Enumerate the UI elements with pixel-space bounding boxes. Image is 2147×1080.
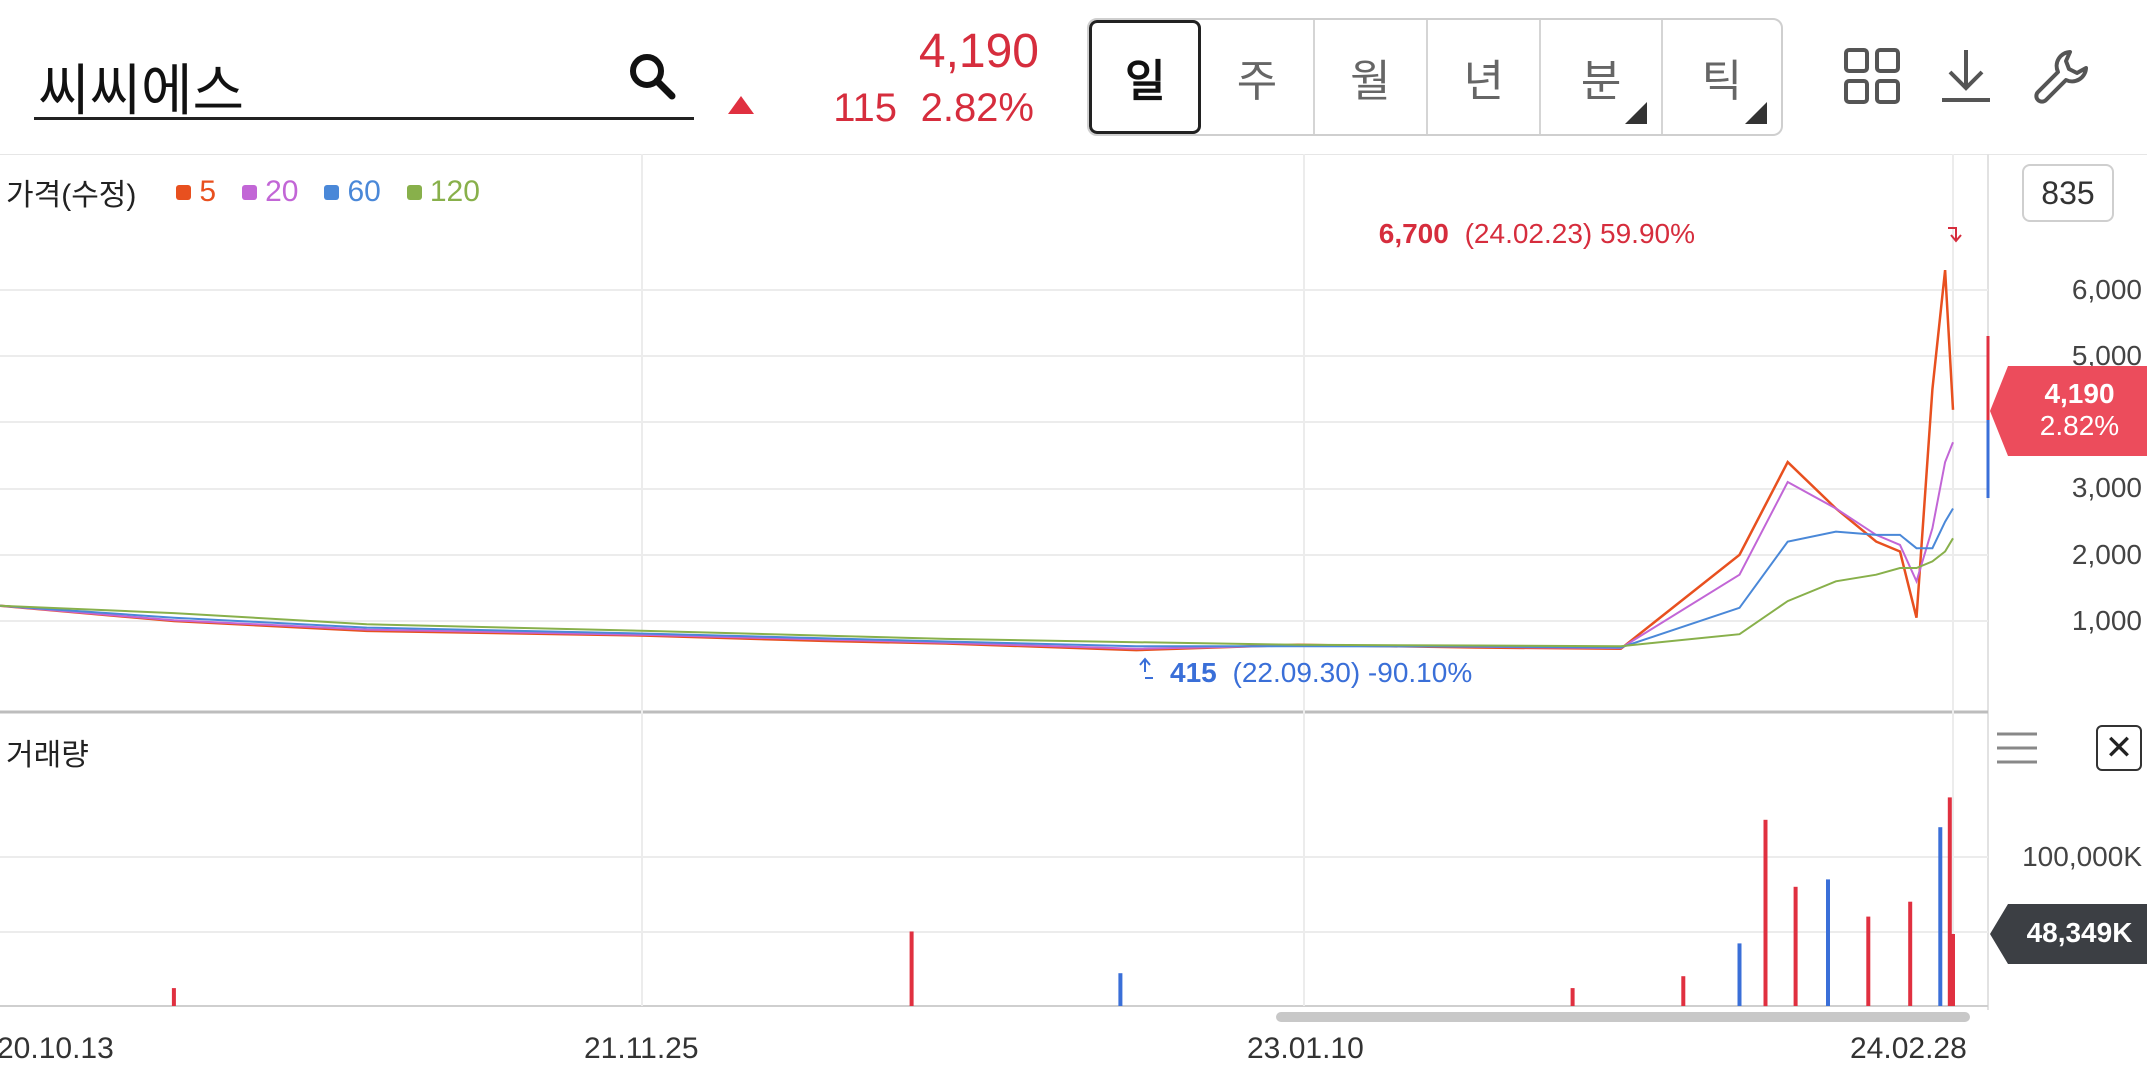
volume-y-tick: 100,000K <box>2022 841 2142 872</box>
wrench-icon[interactable] <box>2032 46 2092 106</box>
period-label: 분 <box>1580 57 1622 106</box>
period-year-button[interactable]: 년 <box>1428 20 1542 134</box>
current-volume-tag <box>1990 904 2147 964</box>
period-label: 주 <box>1236 57 1278 106</box>
volume-bar <box>1570 988 1575 1006</box>
search-icon[interactable] <box>626 50 678 102</box>
x-tick-label: 23.01.10 <box>1247 1032 1364 1065</box>
zoom-count-badge[interactable]: 835 <box>2022 164 2114 222</box>
y-tick-label: 1,000 <box>2071 605 2142 636</box>
menu-icon[interactable] <box>1995 730 2039 766</box>
period-minute-button[interactable]: 분 <box>1541 20 1663 134</box>
y-tick-label: 6,000 <box>2071 274 2142 305</box>
ma-line-60 <box>0 507 1954 649</box>
period-week-button[interactable]: 주 <box>1201 20 1315 134</box>
search-input[interactable]: 씨씨에스 <box>34 18 694 122</box>
volume-bar <box>1908 901 1913 1006</box>
volume-bar <box>1826 879 1830 1006</box>
period-day-button[interactable]: 일 <box>1089 20 1202 134</box>
chart-legend: 가격(수정) 5 20 60 120 <box>6 170 506 214</box>
legend-ma5[interactable]: 5 <box>176 175 216 209</box>
current-price-tag-percent: 2.82% <box>2039 410 2120 441</box>
min-price-annotation: 415 (22.09.30) -90.10% <box>1170 657 1472 688</box>
current-price-tag <box>1990 366 2147 456</box>
legend-swatch <box>406 184 422 200</box>
period-label: 년 <box>1463 57 1504 106</box>
volume-bar <box>1118 973 1123 1006</box>
period-label: 일 <box>1124 57 1166 106</box>
max-marker-icon <box>1948 227 1962 243</box>
min-price-value: 415 <box>1170 657 1217 688</box>
volume-bar <box>1763 819 1768 1007</box>
volume-bar <box>171 988 176 1006</box>
current-price-tag-value: 4,190 <box>2044 378 2115 409</box>
y-tick-label: 2,000 <box>2071 539 2142 570</box>
stock-name: 씨씨에스 <box>38 59 245 122</box>
max-price-value: 6,700 <box>1379 218 1449 249</box>
grid-icon[interactable] <box>1842 46 1902 106</box>
legend-swatch <box>176 184 192 200</box>
legend-label: 60 <box>347 175 381 208</box>
volume-bar <box>1737 943 1742 1006</box>
legend-label: 120 <box>429 175 480 208</box>
submenu-corner-icon <box>1624 102 1647 124</box>
legend-label: 5 <box>199 175 217 208</box>
volume-bar <box>1793 886 1798 1006</box>
submenu-corner-icon <box>1745 102 1767 124</box>
x-tick-label: 24.02.28 <box>1850 1032 1967 1065</box>
legend-swatch <box>242 184 258 200</box>
close-icon: ✕ <box>2104 729 2134 767</box>
y-tick-label: 5,000 <box>2071 340 2142 371</box>
volume-bar <box>1947 797 1952 1006</box>
volume-bar <box>1951 934 1955 1006</box>
price-panel-title: 가격(수정) <box>6 179 137 212</box>
max-price-text: (24.02.23) 59.90% <box>1465 218 1695 249</box>
legend-ma20[interactable]: 20 <box>242 175 298 209</box>
legend-ma120[interactable]: 120 <box>406 175 480 209</box>
download-icon[interactable] <box>1936 46 1996 106</box>
current-volume-value: 48,349K <box>2026 917 2133 948</box>
legend-ma60[interactable]: 60 <box>324 175 381 209</box>
price-change-percent: 2.82% <box>920 86 1034 130</box>
period-label: 월 <box>1350 57 1391 106</box>
period-tick-button[interactable]: 틱 <box>1663 20 1781 134</box>
volume-bar <box>1938 827 1943 1006</box>
x-tick-label: 21.11.25 <box>584 1032 699 1065</box>
volume-bar <box>1866 916 1871 1006</box>
min-marker-icon <box>1139 657 1153 679</box>
close-panel-button[interactable]: ✕ <box>2096 725 2142 771</box>
x-tick-label: 20.10.13 <box>0 1032 114 1065</box>
price-change: 115 <box>833 86 897 130</box>
volume-bar <box>909 931 914 1006</box>
max-price-annotation: 6,700 (24.02.23) 59.90% <box>1379 218 1695 249</box>
y-tick-label: 3,000 <box>2071 472 2142 503</box>
legend-label: 20 <box>265 175 299 208</box>
current-price: 4,190 <box>918 25 1039 78</box>
up-triangle-icon <box>728 96 754 114</box>
stock-chart[interactable]: 6,700 (24.02.23) 59.90% 415 (22.09.30) -… <box>0 154 2147 1054</box>
legend-swatch <box>324 184 340 200</box>
ma-line-5 <box>0 269 1955 652</box>
period-month-button[interactable]: 월 <box>1315 20 1429 134</box>
horizontal-scrollbar[interactable] <box>1276 1012 1970 1022</box>
min-price-text: (22.09.30) -90.10% <box>1233 657 1473 688</box>
period-selector: 일 주 월 년 분 틱 <box>1087 18 1783 136</box>
ma-line-120 <box>0 537 1954 648</box>
volume-bar <box>1681 976 1686 1006</box>
volume-panel-title: 거래량 <box>6 739 89 772</box>
period-label: 틱 <box>1701 57 1743 106</box>
